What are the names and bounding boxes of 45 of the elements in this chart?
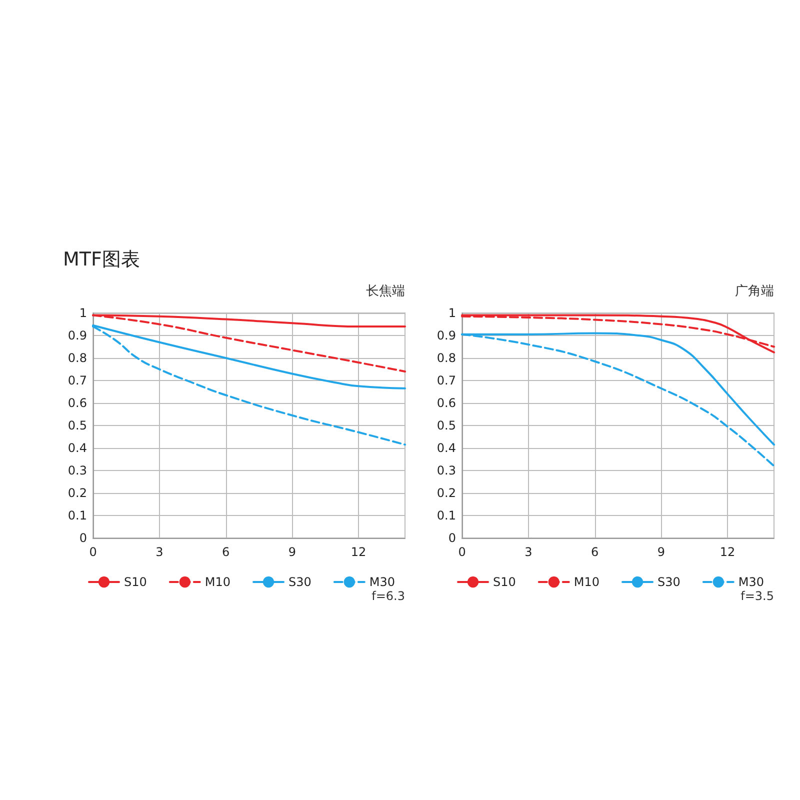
y-tick-label: 1 [448, 306, 456, 320]
y-tick-label: 0.7 [68, 374, 87, 388]
x-tick-label: 0 [89, 545, 97, 559]
chart-title: MTF图表 [63, 248, 140, 270]
legend-label: M10 [204, 575, 231, 589]
legend-label: S10 [124, 575, 147, 589]
y-tick-label: 0.3 [436, 464, 456, 478]
legend-label: S10 [493, 575, 516, 589]
x-tick-label: 12 [720, 545, 736, 559]
x-tick-label: 9 [288, 545, 296, 559]
y-tick-label: 0.1 [68, 508, 87, 522]
y-tick-label: 0.2 [68, 486, 87, 500]
x-tick-label: 6 [222, 545, 230, 559]
chart-subtitle: 长焦端 [366, 284, 405, 299]
y-tick-label: 1 [79, 306, 87, 320]
x-tick-label: 12 [350, 545, 366, 559]
y-tick-label: 0.3 [68, 464, 87, 478]
y-tick-label: 0.9 [436, 328, 456, 342]
y-tick-label: 0.6 [436, 396, 456, 410]
y-tick-label: 0 [79, 531, 87, 545]
text: f=6.3 [372, 589, 406, 603]
legend-label: M30 [738, 575, 764, 589]
y-tick-label: 0.1 [436, 508, 456, 522]
legend-label: S30 [658, 575, 680, 589]
y-tick-label: 0.2 [436, 486, 456, 500]
x-tick-label: 6 [590, 545, 599, 559]
chart-subtitle: 广角端 [735, 284, 774, 299]
y-tick-label: 0.4 [436, 441, 456, 455]
x-tick-label: 3 [524, 545, 532, 559]
y-tick-label: 0.7 [436, 374, 456, 388]
y-tick-label: 0 [448, 531, 456, 545]
x-tick-label: 0 [458, 545, 466, 559]
y-tick-label: 0.8 [68, 351, 87, 365]
y-tick-label: 0.4 [68, 441, 87, 455]
y-tick-label: 0.5 [436, 418, 456, 432]
x-tick-label: 9 [657, 545, 665, 559]
y-tick-label: 0.8 [436, 351, 456, 365]
y-tick-label: 0.9 [68, 328, 87, 342]
y-tick-label: 0.5 [68, 418, 87, 432]
x-tick-label: 3 [156, 545, 164, 559]
y-tick-label: 0.6 [68, 396, 87, 410]
legend-label: S30 [288, 575, 312, 589]
legend-label: M30 [369, 575, 396, 589]
text: f=3.5 [740, 589, 774, 603]
legend-label: M10 [574, 575, 600, 589]
